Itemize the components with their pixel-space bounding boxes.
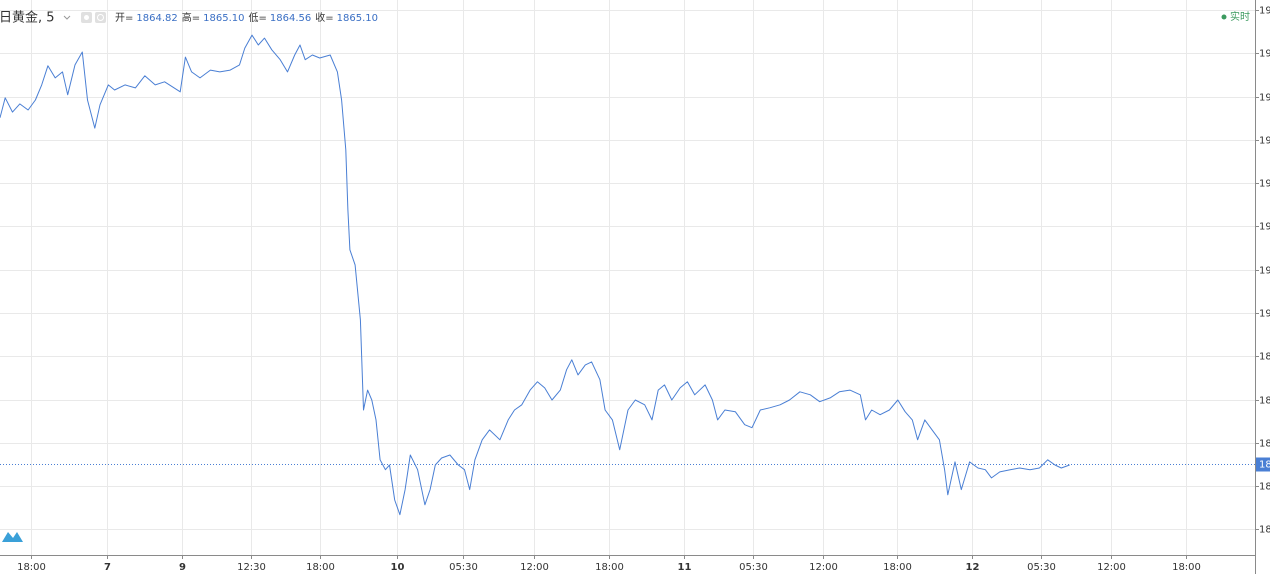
x-tick-label: 18:00: [883, 562, 912, 573]
symbol-title: 黄金, 5: [12, 10, 55, 26]
ohlc-label: 收=: [315, 11, 333, 24]
ohlc-value: 1865.10: [337, 13, 378, 24]
ohlc-label: 低=: [249, 11, 267, 24]
x-tick-label: 18:00: [306, 562, 335, 573]
x-tick-label: 05:30: [739, 562, 768, 573]
last-price-label: 18: [1259, 460, 1270, 471]
last-price-badge: [1256, 457, 1270, 472]
y-tick-label: 19: [1259, 49, 1270, 60]
logo-mark: [2, 532, 23, 542]
y-tick-label: 18: [1259, 396, 1270, 407]
y-tick-label: 18: [1259, 482, 1270, 493]
ohlc-values: 开= 1864.82 高= 1865.10 低= 1864.56 收= 1865.10: [115, 11, 378, 24]
y-tick-label: 19: [1259, 93, 1270, 104]
x-tick-label: 11: [678, 562, 692, 573]
x-tick-label: 7: [104, 562, 111, 573]
y-tick-label: 18: [1259, 439, 1270, 450]
grid: [0, 0, 1255, 555]
x-tick-label: 10: [391, 562, 405, 573]
status-dot: [1221, 14, 1227, 20]
plot-area: [0, 34, 1255, 516]
x-tick-label: 18:00: [1172, 562, 1201, 573]
x-tick-label: 12:30: [237, 562, 266, 573]
settings-button[interactable]: [95, 12, 106, 23]
y-tick-label: 19: [1259, 6, 1270, 17]
y-tick-label: 19: [1259, 136, 1270, 147]
interval-icon: 日: [0, 11, 12, 26]
x-tick-label: 12: [966, 562, 980, 573]
x-tick-label: 18:00: [595, 562, 624, 573]
y-tick-label: 18: [1259, 525, 1270, 536]
legend-header: 日 黄金, 5 开= 1864.82 高= 1865.10 低= 1864.56 收= 186…: [0, 10, 1250, 26]
x-tick-label: 18:00: [17, 562, 46, 573]
settings-icon: [97, 14, 104, 21]
y-tick-label: 19: [1259, 179, 1270, 190]
x-tick-label: 05:30: [449, 562, 478, 573]
realtime-status: 实时: [1230, 10, 1250, 23]
x-tick-label: 05:30: [1027, 562, 1056, 573]
y-tick-label: 19: [1259, 222, 1270, 233]
ohlc-value: 1864.56: [270, 13, 311, 24]
y-tick-label: 18: [1259, 352, 1270, 363]
x-tick-label: 12:00: [520, 562, 549, 573]
ohlc-label: 高=: [182, 11, 200, 24]
y-tick-label: 19: [1259, 309, 1270, 320]
x-tick-label: 12:00: [809, 562, 838, 573]
price-line: [0, 34, 1070, 516]
ohlc-value: 1864.82: [136, 13, 177, 24]
y-tick-label: 19: [1259, 266, 1270, 277]
axes: 19 19 19 19 19 19 19 19 18 18 18 18 18 18:00 7 9 12:30 18…: [17, 6, 1270, 573]
x-tick-label: 9: [179, 562, 186, 573]
ohlc-value: 1865.10: [203, 13, 244, 24]
visibility-icon: [84, 15, 89, 20]
x-tick-label: 12:00: [1097, 562, 1126, 573]
logo: [2, 532, 23, 542]
ohlc-label: 开=: [115, 13, 133, 24]
dropdown-arrow[interactable]: [63, 15, 71, 20]
